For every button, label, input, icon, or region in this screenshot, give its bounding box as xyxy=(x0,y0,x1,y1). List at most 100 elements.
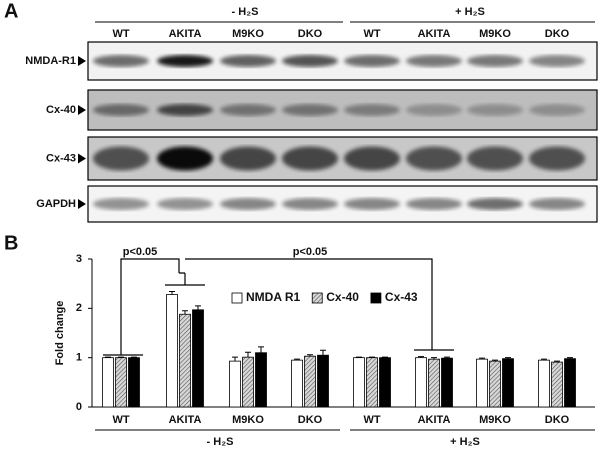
y-tick-label: 3 xyxy=(76,253,82,265)
error-bar xyxy=(444,356,450,359)
bar xyxy=(502,358,514,408)
annotation: p<0.05 xyxy=(293,246,328,258)
legend-swatch xyxy=(370,292,382,304)
blot-band xyxy=(157,55,213,67)
x-tick-label: M9KO xyxy=(232,414,264,426)
error-bar xyxy=(195,305,201,310)
lane-label: DKO xyxy=(545,28,570,40)
blot-band xyxy=(467,55,523,67)
bar xyxy=(102,357,114,408)
error-bar xyxy=(418,356,424,358)
blot-band xyxy=(529,104,585,116)
legend-swatch xyxy=(311,292,323,304)
bar xyxy=(441,357,453,408)
blot-band xyxy=(406,146,462,171)
bar xyxy=(304,355,316,408)
error-bar xyxy=(431,357,437,360)
group-label: + H₂S xyxy=(450,436,480,448)
blot-band xyxy=(282,55,338,67)
error-bar xyxy=(307,354,313,357)
blot-band xyxy=(220,55,276,67)
group-label: - H₂S xyxy=(207,436,234,448)
blot-band xyxy=(406,104,462,116)
bar xyxy=(317,354,329,408)
error-bar xyxy=(245,351,251,358)
bar xyxy=(128,357,140,408)
bar xyxy=(179,313,191,408)
annotation: p<0.05 xyxy=(123,246,158,258)
bar xyxy=(166,294,178,408)
lane-label: AKITA xyxy=(169,28,202,40)
row-label: NMDA-R1 xyxy=(25,55,76,67)
bar xyxy=(192,309,204,408)
blot-band xyxy=(93,198,149,210)
blot-band xyxy=(220,104,276,116)
error-bar xyxy=(294,358,300,361)
bar xyxy=(255,352,267,408)
blot-band xyxy=(93,104,149,116)
x-tick-label: WT xyxy=(112,414,129,426)
error-bar xyxy=(320,349,326,356)
panel-label: A xyxy=(4,0,18,22)
blot-band xyxy=(220,146,276,171)
blot-band xyxy=(93,146,149,171)
lane-label: M9KO xyxy=(479,28,511,40)
error-bar xyxy=(182,310,188,315)
bar xyxy=(291,359,303,408)
row-arrow xyxy=(78,56,86,66)
lane-label: M9KO xyxy=(232,28,264,40)
blot-band xyxy=(344,55,400,67)
legend-label: NMDA R1 xyxy=(246,290,301,304)
y-tick-label: 0 xyxy=(76,401,82,413)
blot-band xyxy=(157,104,213,116)
lane-label: DKO xyxy=(298,28,323,40)
x-tick-label: AKITA xyxy=(169,414,202,426)
bar xyxy=(115,357,127,408)
error-bar xyxy=(554,360,560,363)
bar xyxy=(538,359,550,408)
blot-band xyxy=(467,104,523,116)
error-bar xyxy=(258,346,264,353)
y-axis-label: Fold change xyxy=(54,301,66,366)
bar xyxy=(428,358,440,408)
row-label: GAPDH xyxy=(36,198,76,210)
blot-band xyxy=(93,55,149,67)
row-arrow xyxy=(78,153,86,164)
group-label: - H₂S xyxy=(232,6,259,18)
lane-label: WT xyxy=(363,28,380,40)
x-tick-label: WT xyxy=(363,414,380,426)
bar xyxy=(379,357,391,408)
blot-band xyxy=(467,198,523,210)
blot-band xyxy=(157,146,213,171)
bar xyxy=(366,357,378,408)
row-arrow xyxy=(78,199,86,209)
error-bar xyxy=(505,357,511,359)
bar xyxy=(229,360,241,408)
blot-band xyxy=(529,55,585,67)
blot-band xyxy=(406,198,462,210)
blot-band xyxy=(344,146,400,171)
x-tick-label: M9KO xyxy=(479,414,511,426)
bar xyxy=(564,358,576,408)
bar xyxy=(415,357,427,408)
row-arrow xyxy=(78,105,86,115)
x-tick-label: AKITA xyxy=(418,414,451,426)
error-bar xyxy=(541,358,547,361)
bar xyxy=(476,358,488,408)
legend-label: Cx-43 xyxy=(385,290,418,304)
blot-band xyxy=(344,104,400,116)
panel-label: B xyxy=(4,232,18,254)
row-label: Cx-40 xyxy=(46,104,76,116)
bar xyxy=(551,361,563,408)
y-tick-label: 2 xyxy=(76,302,82,314)
lane-label: AKITA xyxy=(418,28,451,40)
x-tick-label: DKO xyxy=(545,414,570,426)
error-bar xyxy=(232,356,238,362)
bar xyxy=(242,356,254,408)
legend-label: Cx-40 xyxy=(326,290,359,304)
blot-band xyxy=(406,55,462,67)
lane-label: WT xyxy=(112,28,129,40)
error-bar xyxy=(479,357,485,360)
blot-band xyxy=(344,198,400,210)
